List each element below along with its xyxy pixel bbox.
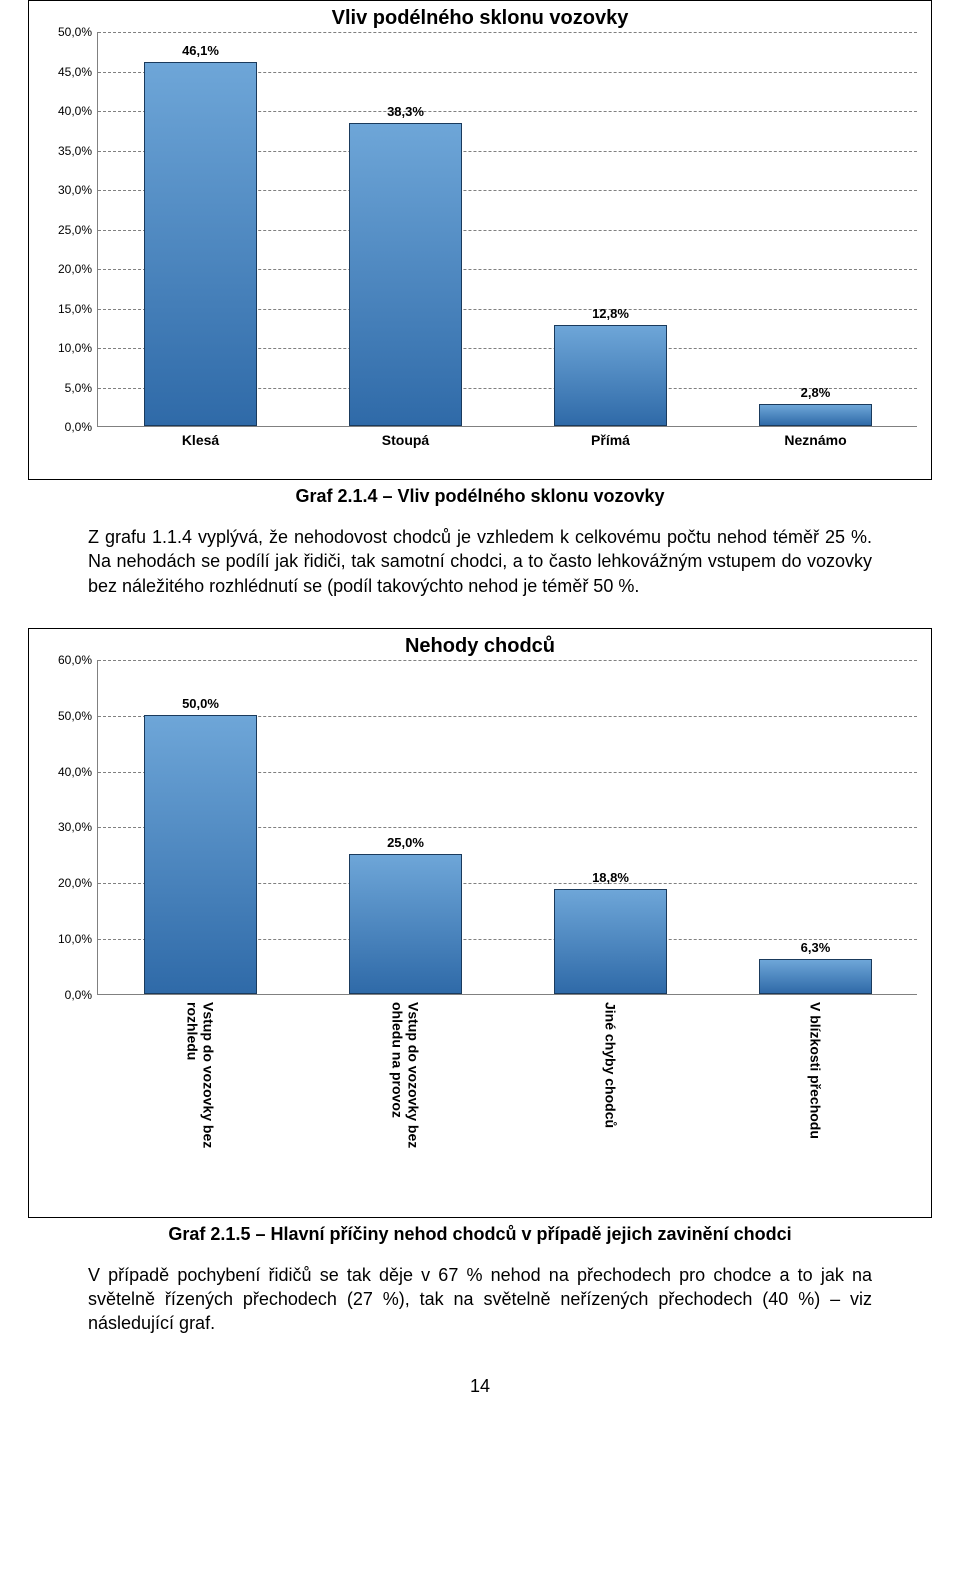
bar bbox=[349, 854, 462, 994]
bar bbox=[759, 404, 872, 426]
bar-value-label: 6,3% bbox=[801, 940, 831, 955]
bar-value-label: 38,3% bbox=[387, 104, 424, 119]
y-tick-label: 30,0% bbox=[58, 183, 98, 197]
y-tick-label: 10,0% bbox=[58, 341, 98, 355]
chart-1-caption: Graf 2.1.4 – Vliv podélného sklonu vozov… bbox=[28, 486, 932, 507]
y-tick-label: 35,0% bbox=[58, 144, 98, 158]
chart-2-plot: 0,0%10,0%20,0%30,0%40,0%50,0%60,0%50,0%V… bbox=[29, 660, 931, 1206]
y-tick-label: 50,0% bbox=[58, 25, 98, 39]
bar-value-label: 50,0% bbox=[182, 696, 219, 711]
bar bbox=[144, 62, 257, 426]
y-tick-label: 20,0% bbox=[58, 876, 98, 890]
bar bbox=[349, 123, 462, 426]
y-tick-label: 40,0% bbox=[58, 765, 98, 779]
chart-1-plot-area: 0,0%5,0%10,0%15,0%20,0%25,0%30,0%35,0%40… bbox=[97, 32, 917, 427]
y-tick-label: 25,0% bbox=[58, 223, 98, 237]
chart-2: Nehody chodců 0,0%10,0%20,0%30,0%40,0%50… bbox=[28, 628, 932, 1218]
y-tick-label: 15,0% bbox=[58, 302, 98, 316]
chart-2-title: Nehody chodců bbox=[29, 635, 931, 658]
bar bbox=[554, 325, 667, 426]
y-tick-label: 60,0% bbox=[58, 653, 98, 667]
x-category-label: Jiné chyby chodců bbox=[602, 994, 618, 1128]
chart-1-plot: 0,0% 5,0% 10,0% 15,0% 20,0% 25,0% 30,0% 35,0% 40… bbox=[29, 32, 931, 468]
chart-1: Vliv podélného sklonu vozovky 0,0% 5,0% 10… bbox=[28, 0, 932, 480]
y-tick-label: 0,0% bbox=[65, 988, 98, 1002]
page-number: 14 bbox=[28, 1376, 932, 1397]
bar-value-label: 25,0% bbox=[387, 835, 424, 850]
x-category-label: Klesá bbox=[182, 426, 219, 448]
x-category-label: Přímá bbox=[591, 426, 630, 448]
bar-value-label: 2,8% bbox=[801, 385, 831, 400]
paragraph-1: Z grafu 1.1.4 vyplývá, že nehodovost cho… bbox=[88, 525, 872, 598]
y-tick-label: 10,0% bbox=[58, 932, 98, 946]
y-tick-label: 45,0% bbox=[58, 65, 98, 79]
bar-value-label: 18,8% bbox=[592, 870, 629, 885]
x-category-label: Vstup do vozovky bez rozhledu bbox=[184, 994, 216, 1148]
y-tick-label: 0,0% bbox=[65, 420, 98, 434]
paragraph-2: V případě pochybení řidičů se tak děje v… bbox=[88, 1263, 872, 1336]
y-tick-label: 20,0% bbox=[58, 262, 98, 276]
gridline bbox=[98, 32, 917, 33]
x-category-label: Vstup do vozovky bez ohledu na provoz bbox=[389, 994, 421, 1148]
bar bbox=[144, 715, 257, 994]
bar bbox=[759, 959, 872, 994]
y-tick-label: 30,0% bbox=[58, 820, 98, 834]
chart-2-caption: Graf 2.1.5 – Hlavní příčiny nehod chodců… bbox=[28, 1224, 932, 1245]
x-category-label: V blízkosti přechodu bbox=[807, 994, 823, 1139]
chart-2-plot-area: 0,0%10,0%20,0%30,0%40,0%50,0%60,0%50,0%V… bbox=[97, 660, 917, 995]
y-tick-label: 50,0% bbox=[58, 709, 98, 723]
chart-1-title: Vliv podélného sklonu vozovky bbox=[29, 7, 931, 30]
x-category-label: Stoupá bbox=[382, 426, 429, 448]
x-category-label: Neznámo bbox=[784, 426, 846, 448]
bar-value-label: 12,8% bbox=[592, 306, 629, 321]
bar-value-label: 46,1% bbox=[182, 43, 219, 58]
y-tick-label: 40,0% bbox=[58, 104, 98, 118]
y-tick-label: 5,0% bbox=[65, 381, 98, 395]
gridline bbox=[98, 660, 917, 661]
bar bbox=[554, 889, 667, 994]
